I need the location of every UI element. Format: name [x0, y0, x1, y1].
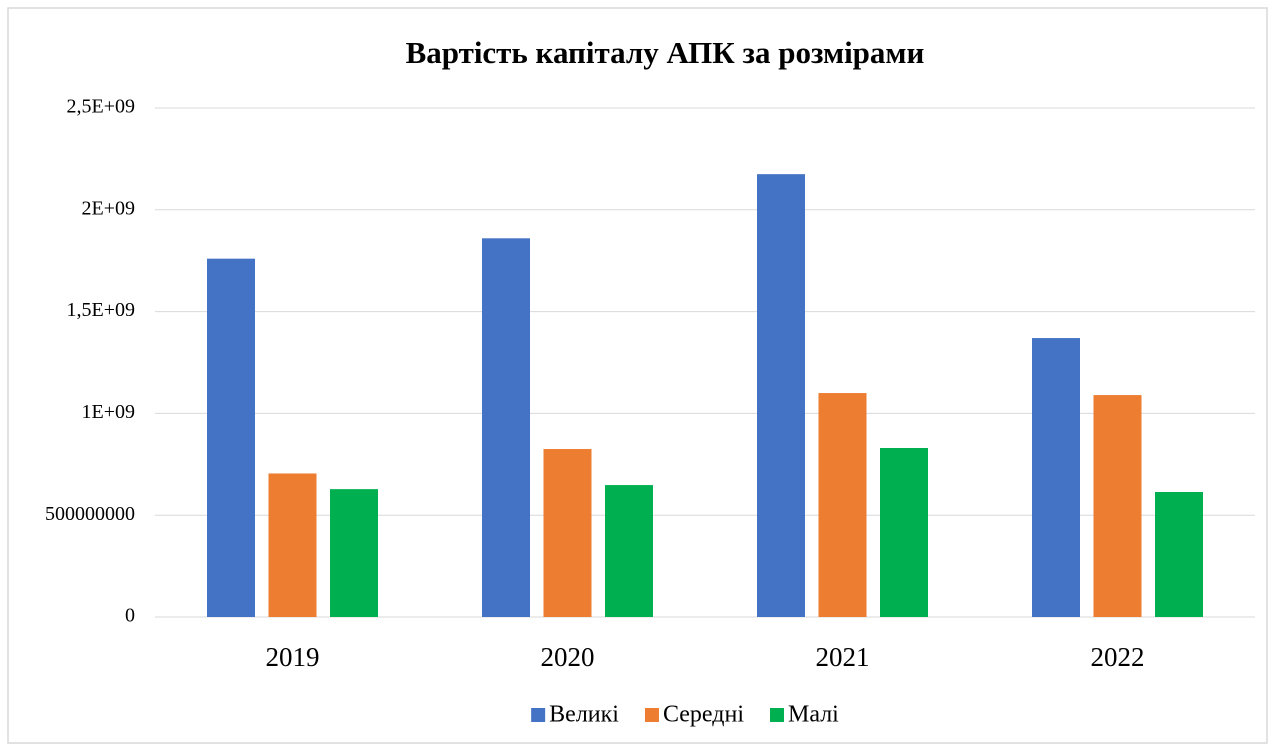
legend-swatch	[531, 708, 546, 722]
x-tick-label: 2019	[266, 642, 320, 672]
bar	[268, 473, 317, 617]
legend-label: Малі	[788, 702, 839, 728]
bar	[1093, 395, 1142, 617]
bar	[605, 485, 653, 617]
y-tick-label: 1E+09	[82, 401, 136, 423]
bar	[1032, 338, 1080, 617]
bar	[880, 448, 928, 617]
y-tick-label: 2E+09	[82, 197, 136, 219]
x-tick-label: 2021	[816, 642, 870, 672]
legend-label: Великі	[549, 702, 619, 728]
bar	[207, 258, 255, 617]
y-tick-label: 2,5E+09	[67, 96, 136, 118]
chart-title: Вартість капіталу АПК за розмірами	[406, 35, 925, 70]
bar	[818, 393, 867, 617]
y-tick-label: 0	[125, 605, 135, 627]
bar	[543, 449, 592, 617]
legend-swatch	[769, 708, 784, 722]
y-tick-label: 500000000	[45, 503, 135, 525]
y-tick-label: 1,5E+09	[67, 299, 136, 321]
bar	[330, 489, 378, 617]
bar	[1155, 491, 1203, 617]
x-tick-label: 2022	[1091, 642, 1145, 672]
legend-swatch	[644, 708, 659, 722]
bar	[482, 238, 530, 617]
bar	[757, 174, 805, 618]
x-tick-label: 2020	[541, 642, 595, 672]
legend-label: Середні	[663, 702, 744, 728]
